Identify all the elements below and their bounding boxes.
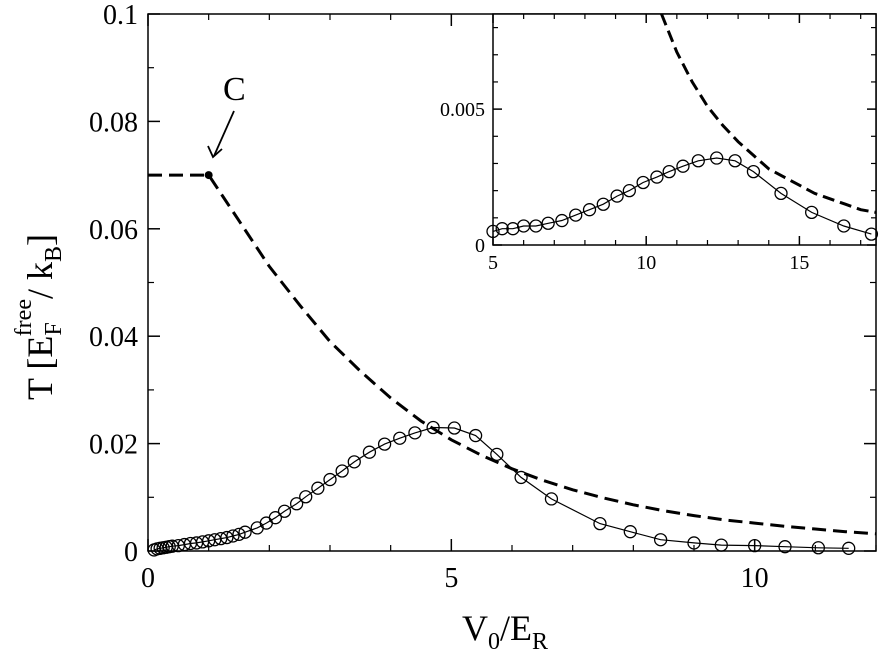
annotation-c-label: C — [223, 71, 246, 108]
x-tick-label: 0 — [141, 563, 155, 594]
inset-background — [493, 14, 876, 245]
x-axis-label-sub2: R — [532, 629, 548, 655]
data-point-circle — [468, 428, 483, 443]
data-point-circle — [837, 219, 851, 233]
data-point-circle — [220, 530, 234, 545]
data-point-circle — [714, 538, 728, 552]
y-tick-label: 0.08 — [89, 107, 138, 138]
y-axis-label-post: ] — [20, 234, 60, 246]
annotation-c: C — [207, 71, 246, 159]
data-point-circle — [268, 511, 283, 525]
data-point-circle — [486, 224, 500, 239]
data-point-circle — [778, 540, 792, 554]
x-axis-label-main: V — [462, 608, 488, 648]
critical-point-marker — [204, 171, 213, 180]
annotation-c-arrowhead — [207, 145, 223, 159]
x-tick-label: 10 — [636, 252, 656, 274]
main-series — [147, 171, 877, 557]
data-point-circle — [299, 490, 313, 504]
data-point-circle — [408, 426, 422, 440]
data-point-circle — [748, 538, 762, 553]
data-point-circle — [622, 183, 636, 198]
data-point-circle — [650, 170, 664, 184]
data-point-circle — [569, 208, 583, 222]
data-point-circle — [529, 219, 543, 233]
data-point-circle — [728, 154, 742, 168]
data-point-circle — [277, 504, 292, 518]
inset-tick-labels: 5 10 15 0 0.005 — [440, 99, 809, 274]
x-axis-label-sub1: 0 — [488, 629, 500, 655]
data-point-circle — [662, 164, 676, 179]
data-point-circle — [593, 516, 607, 531]
data-point-circle — [514, 470, 528, 485]
svg-text:T [EFfree/ kB]: T [EFfree/ kB] — [11, 234, 67, 400]
data-point-circle — [347, 455, 361, 469]
data-point-circle — [774, 186, 788, 201]
y-tick-label: 0 — [475, 235, 485, 257]
data-point-circle — [393, 431, 407, 445]
y-tick-label: 0.04 — [89, 322, 138, 353]
data-point-circle — [623, 525, 637, 539]
inset-series — [486, 13, 879, 241]
data-point-circle — [676, 159, 690, 173]
data-point-circle — [842, 541, 856, 555]
y-axis-label-sup: free — [11, 299, 37, 336]
data-point-circle — [289, 497, 304, 511]
inset-plot-frame — [492, 13, 877, 246]
data-point-circle — [226, 529, 240, 543]
data-point-circle — [805, 205, 819, 220]
data-point-circle — [555, 213, 569, 228]
data-point-circle — [323, 472, 337, 487]
data-point-circle — [582, 203, 597, 217]
data-point-circle — [335, 464, 349, 478]
y-axis-label-pre: T [E — [20, 336, 60, 400]
data-point-circle — [864, 227, 879, 241]
data-point-circle — [610, 189, 624, 203]
data-point-circle — [311, 481, 325, 495]
data-point-circle — [596, 197, 610, 211]
y-tick-label: 0.005 — [440, 99, 485, 121]
y-axis-label: T [EFfree/ kB] — [11, 234, 67, 400]
data-point-circle — [653, 533, 668, 547]
data-point-circle — [238, 525, 252, 539]
annotation-c-arrow — [213, 110, 235, 157]
data-point-circle — [541, 216, 555, 230]
data-point-circle — [746, 164, 761, 179]
dashed-series-line — [660, 13, 877, 214]
y-axis-label-sub: F — [41, 322, 67, 335]
data-point-circle — [544, 492, 559, 506]
x-axis-label: V0/ER — [462, 608, 548, 655]
x-tick-label: 5 — [444, 563, 458, 594]
solid-series-line — [153, 426, 849, 551]
data-point-circle — [691, 154, 705, 168]
y-axis-label-mid: / k — [20, 262, 60, 299]
y-tick-label: 0.06 — [89, 215, 138, 246]
data-point-circle — [214, 531, 228, 546]
x-tick-label: 10 — [741, 563, 769, 594]
data-point-circle — [377, 437, 392, 451]
data-point-circle — [687, 536, 701, 550]
data-point-circle — [362, 445, 377, 459]
data-point-circle — [710, 151, 724, 165]
data-point-circle — [811, 541, 826, 555]
x-axis-label-mid: /E — [500, 608, 532, 648]
data-point-circle — [490, 447, 504, 461]
y-tick-label: 0.1 — [103, 0, 138, 31]
data-point-circle — [636, 175, 650, 190]
y-tick-label: 0.02 — [89, 430, 138, 461]
y-axis-label-sub2: B — [41, 246, 67, 262]
x-tick-label: 5 — [488, 252, 498, 274]
data-point-circle — [495, 222, 509, 236]
x-tick-label: 15 — [789, 252, 809, 274]
y-tick-label: 0 — [124, 537, 138, 568]
data-point-circle — [232, 527, 246, 542]
data-point-circle — [426, 420, 440, 435]
data-point-circle — [447, 421, 462, 435]
